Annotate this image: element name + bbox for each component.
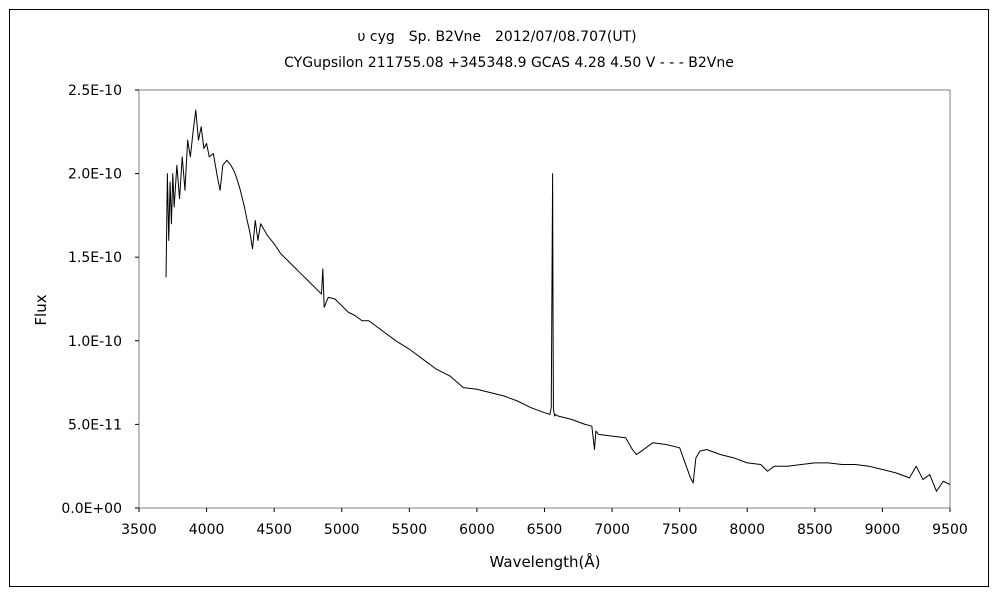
x-tick-label: 7000 (594, 522, 630, 538)
series-group (165, 109, 951, 492)
x-tick-label: 8500 (797, 522, 833, 538)
y-axis-label: Flux (32, 294, 50, 325)
x-tick-label: 4500 (256, 522, 292, 538)
plot-area (138, 89, 951, 509)
y-tick-label: 5.0E-11 (68, 417, 122, 433)
y-tick-label: 1.5E-10 (68, 250, 122, 266)
x-tick-label: 3500 (121, 522, 157, 538)
x-axis: 3500 4000 4500 5000 5500 6000 6500 7000 7500 8000… (121, 508, 968, 538)
x-tick-label: 6500 (527, 522, 563, 538)
y-tick-label: 2.5E-10 (68, 83, 122, 99)
y-tick-label: 2.0E-10 (68, 167, 122, 183)
y-tick-label: 0.0E+00 (61, 501, 122, 517)
x-tick-label: 4000 (189, 522, 225, 538)
x-tick-label: 8000 (729, 522, 765, 538)
chart-subtitle: CYGupsilon 211755.08 +345348.9 GCAS 4.28… (284, 55, 734, 71)
chart-title: υ cyg Sp. B2Vne 2012/07/08.707(UT) (357, 29, 636, 45)
x-tick-label: 6000 (459, 522, 495, 538)
y-tick-label: 1.0E-10 (68, 334, 122, 350)
y-axis: 0.0E+00 5.0E-11 1.0E-10 1.5E-10 2.0E-10 2.5E-… (61, 83, 139, 517)
x-tick-label: 9500 (932, 522, 968, 538)
x-tick-label: 7500 (662, 522, 698, 538)
x-axis-label: Wavelength(Å) (490, 552, 601, 571)
x-tick-label: 9000 (865, 522, 901, 538)
x-tick-label: 5500 (392, 522, 428, 538)
spectrum-line (165, 109, 951, 492)
x-tick-label: 5000 (324, 522, 360, 538)
